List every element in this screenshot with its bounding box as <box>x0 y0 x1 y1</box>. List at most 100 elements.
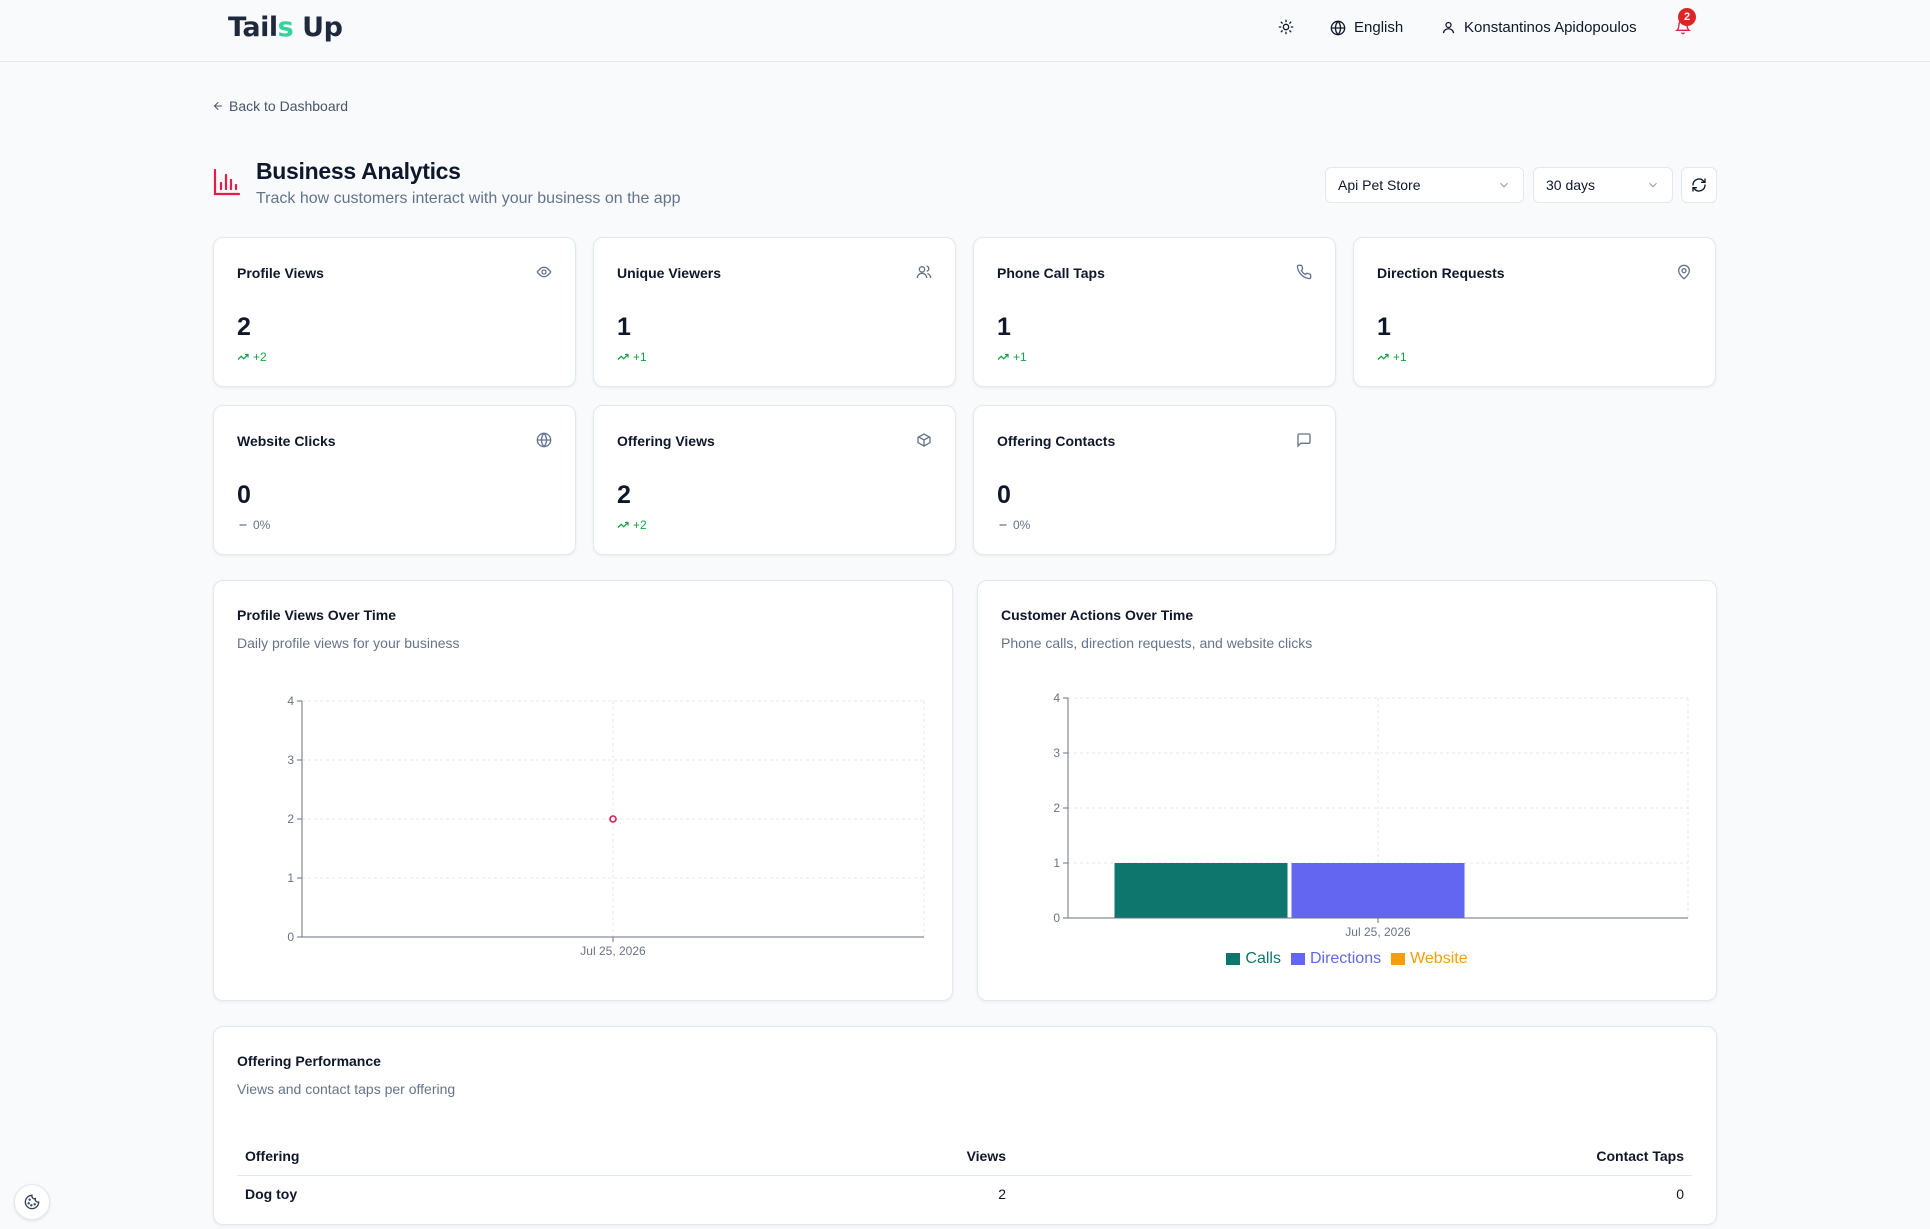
stat-label: Offering Views <box>617 433 715 449</box>
user-menu[interactable]: Konstantinos Apidopoulos <box>1441 19 1637 36</box>
table-header-row: Offering Views Contact Taps <box>237 1137 1692 1176</box>
stat-delta: +1 <box>617 350 647 364</box>
trending-up-icon <box>997 353 1009 360</box>
chevron-down-icon <box>1500 182 1508 188</box>
y-tick-label: 4 <box>287 694 294 708</box>
chevron-down-icon <box>1649 182 1657 188</box>
y-tick-label: 4 <box>1053 691 1060 705</box>
section-subtitle: Views and contact taps per offering <box>237 1081 456 1097</box>
cookie-settings-button[interactable] <box>14 1184 50 1220</box>
back-to-dashboard-link[interactable]: Back to Dashboard <box>212 98 348 114</box>
chart-title: Customer Actions Over Time <box>1001 607 1194 623</box>
customer-actions-chart-card: Customer Actions Over Time Phone calls, … <box>977 580 1717 1001</box>
stat-card-phone-call-taps: Phone Call Taps 1 +1 <box>973 237 1336 387</box>
stat-label: Profile Views <box>237 265 324 281</box>
trending-up-icon <box>237 353 249 360</box>
language-label: English <box>1354 19 1404 36</box>
stat-value: 1 <box>997 313 1011 341</box>
stat-delta: +1 <box>1377 350 1407 364</box>
page-title: Business Analytics <box>256 158 461 184</box>
stat-card-unique-viewers: Unique Viewers 1 +1 <box>593 237 956 387</box>
y-tick-label: 3 <box>1053 746 1060 760</box>
bar-calls <box>1114 863 1288 918</box>
y-tick-label: 0 <box>1053 911 1060 925</box>
refresh-button[interactable] <box>1681 167 1717 203</box>
users-icon <box>916 265 932 279</box>
section-title: Offering Performance <box>237 1053 381 1069</box>
y-tick-label: 2 <box>287 812 294 826</box>
legend-label: Calls <box>1245 950 1281 967</box>
offering-name-cell: Dog toy <box>245 1186 298 1203</box>
user-name: Konstantinos Apidopoulos <box>1464 19 1637 36</box>
cookie-icon <box>24 1194 40 1210</box>
y-tick-label: 2 <box>1053 801 1060 815</box>
legend-item-directions[interactable]: Directions <box>1290 950 1382 968</box>
theme-toggle-button[interactable] <box>1278 19 1294 35</box>
legend-item-calls[interactable]: Calls <box>1226 950 1281 968</box>
store-select[interactable]: Api Pet Store <box>1325 167 1524 203</box>
tailsup-logo[interactable]: Tails Up <box>228 12 343 43</box>
arrow-left-icon <box>213 102 222 110</box>
sun-icon <box>1278 19 1294 35</box>
data-point <box>609 815 617 823</box>
bar-directions <box>1291 863 1465 918</box>
globe-icon <box>536 432 552 448</box>
stat-card-offering-views: Offering Views 2 +2 <box>593 405 956 555</box>
period-select[interactable]: 30 days <box>1533 167 1673 203</box>
profile-views-line-chart: 0 1 2 3 4 Jul 25, 2026 <box>287 694 925 958</box>
stat-value: 1 <box>1377 313 1391 341</box>
x-tick-label: Jul 25, 2026 <box>1345 925 1411 939</box>
stat-value: 0 <box>997 481 1011 509</box>
profile-views-chart-card: Profile Views Over Time Daily profile vi… <box>213 580 953 1001</box>
stat-value: 0 <box>237 481 251 509</box>
column-header-offering: Offering <box>237 1137 757 1176</box>
stat-card-direction-requests: Direction Requests 1 +1 <box>1353 237 1716 387</box>
offering-performance-card: Offering Performance Views and contact t… <box>213 1026 1717 1225</box>
views-cell: 2 <box>998 1186 1006 1203</box>
stat-delta: 0% <box>997 518 1030 532</box>
stat-value: 2 <box>617 481 631 509</box>
contact-taps-cell: 0 <box>1676 1186 1684 1203</box>
column-header-views: Views <box>757 1137 1014 1176</box>
chart-title: Profile Views Over Time <box>237 607 397 623</box>
y-tick-label: 0 <box>287 930 294 944</box>
offering-performance-table: Offering Views Contact Taps Dog toy 2 0 <box>237 1137 1692 1213</box>
stat-label: Direction Requests <box>1377 265 1505 281</box>
bar-chart-icon <box>213 168 241 196</box>
chart-subtitle: Phone calls, direction requests, and web… <box>1001 635 1313 651</box>
stat-card-offering-contacts: Offering Contacts 0 0% <box>973 405 1336 555</box>
stat-label: Offering Contacts <box>997 433 1116 449</box>
stat-label: Phone Call Taps <box>997 265 1105 281</box>
legend-swatch <box>1290 953 1305 965</box>
column-header-contact-taps: Contact Taps <box>1014 1137 1692 1176</box>
stat-delta: +2 <box>617 518 647 532</box>
stat-value: 1 <box>617 313 631 341</box>
notification-count-badge: 2 <box>1678 8 1696 26</box>
trending-up-icon <box>617 353 629 360</box>
stat-delta: +2 <box>237 350 267 364</box>
eye-icon <box>536 266 552 278</box>
legend-item-website[interactable]: Website <box>1391 950 1468 968</box>
page-subtitle: Track how customers interact with your b… <box>256 190 681 207</box>
globe-icon <box>1330 20 1346 35</box>
y-tick-label: 3 <box>287 753 294 767</box>
legend-label: Website <box>1410 950 1468 967</box>
trending-up-icon <box>617 521 629 528</box>
y-tick-label: 1 <box>1053 856 1060 870</box>
user-icon <box>1442 21 1455 34</box>
chart-legend: Calls Directions Website <box>978 950 1716 968</box>
trending-up-icon <box>1377 353 1389 360</box>
package-icon <box>917 433 931 447</box>
x-tick-label: Jul 25, 2026 <box>580 944 646 958</box>
phone-icon <box>1296 264 1312 280</box>
legend-swatch <box>1391 953 1406 965</box>
language-selector[interactable]: English <box>1330 19 1403 36</box>
y-tick-label: 1 <box>287 871 294 885</box>
legend-label: Directions <box>1309 950 1382 967</box>
stat-delta: 0% <box>237 518 270 532</box>
chart-subtitle: Daily profile views for your business <box>237 635 460 651</box>
stat-label: Website Clicks <box>237 433 336 449</box>
stat-card-website-clicks: Website Clicks 0 0% <box>213 405 576 555</box>
stat-delta: +1 <box>997 350 1027 364</box>
stat-label: Unique Viewers <box>617 265 722 281</box>
